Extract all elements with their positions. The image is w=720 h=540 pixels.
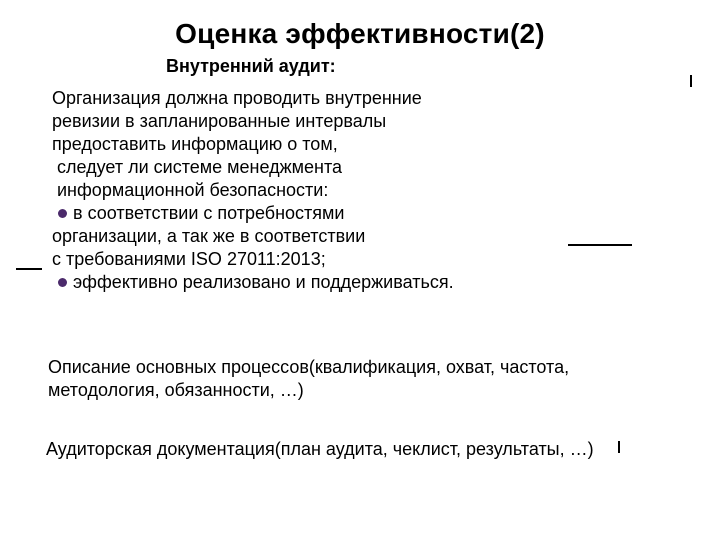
bullet-icon	[58, 278, 67, 287]
bullet-continuation: с требованиями ISO 27011:2013;	[52, 249, 326, 269]
intro-line: следует ли системе менеджмента	[52, 157, 342, 177]
para2-line: Описание основных процессов(квалификация…	[48, 357, 569, 377]
bullet-item: эффективно реализовано и поддерживаться.	[52, 271, 674, 294]
intro-line: предоставить информацию о том,	[52, 134, 338, 154]
intro-line: Организация должна проводить внутренние	[52, 88, 422, 108]
paragraph-processes: Описание основных процессов(квалификация…	[48, 356, 674, 402]
slide-subtitle: Внутренний аудит:	[166, 56, 674, 77]
accent-line	[16, 268, 42, 270]
bullet-icon	[58, 209, 67, 218]
paragraph-documentation: Аудиторская документация(план аудита, че…	[46, 438, 674, 461]
accent-line	[568, 244, 632, 246]
slide-title: Оценка эффективности(2)	[46, 18, 674, 50]
accent-tick	[690, 75, 692, 87]
accent-tick	[618, 441, 620, 453]
slide: Оценка эффективности(2) Внутренний аудит…	[0, 0, 720, 540]
bullet-item: в соответствии с потребностями	[52, 202, 674, 225]
bullet-continuation: организации, а так же в соответствии	[52, 226, 365, 246]
bullet-text: в соответствии с потребностями	[73, 203, 344, 223]
para2-line: методология, обязанности, …)	[48, 380, 304, 400]
intro-line: ревизии в запланированные интервалы	[52, 111, 386, 131]
bullet-text: эффективно реализовано и поддерживаться.	[73, 272, 454, 292]
intro-line: информационной безопасности:	[52, 180, 328, 200]
body-text: Организация должна проводить внутренние …	[52, 87, 674, 294]
